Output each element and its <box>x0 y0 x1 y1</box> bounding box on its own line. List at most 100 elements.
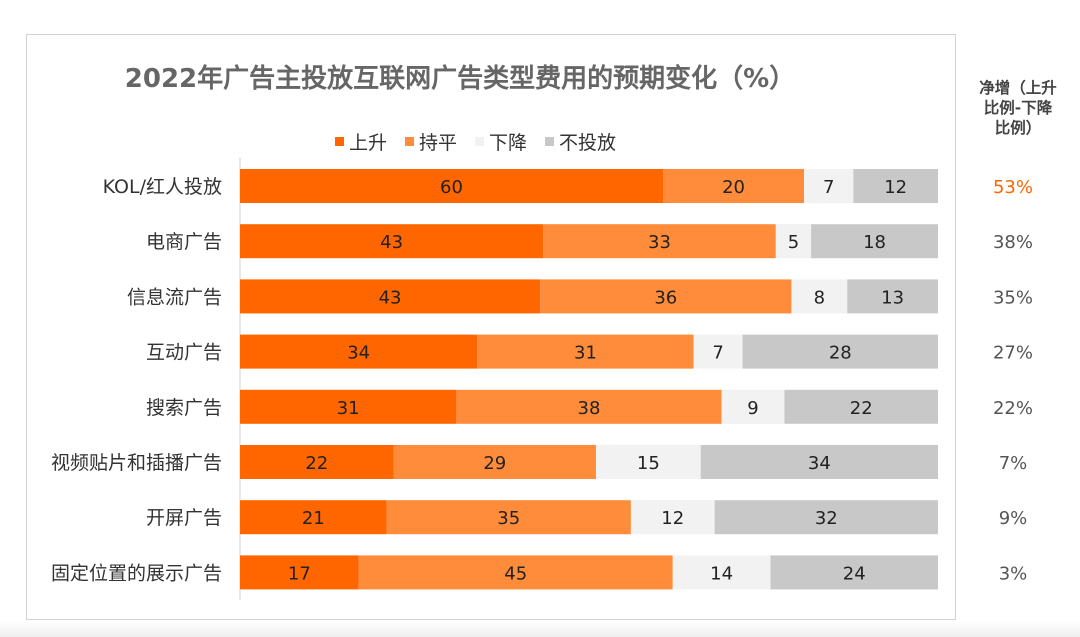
data-label-none: 32 <box>815 508 838 529</box>
net-header-line-2: 比例-下降 <box>983 99 1053 117</box>
category-label: 搜索广告 <box>146 397 222 419</box>
data-label-flat: 45 <box>504 563 527 584</box>
bar-segment-fall <box>672 555 771 590</box>
data-label-none: 22 <box>850 398 873 419</box>
net-increase-value: 7% <box>999 453 1028 474</box>
bar-segment-none <box>853 169 938 203</box>
bar-segment-none <box>847 279 938 314</box>
data-label-rise: 60 <box>440 177 463 198</box>
data-label-flat: 20 <box>722 177 745 198</box>
data-label-fall: 7 <box>712 343 723 364</box>
data-label-none: 12 <box>884 177 907 198</box>
data-label-fall: 8 <box>814 287 825 308</box>
bar-segment-rise <box>240 500 387 535</box>
net-increase-value: 27% <box>993 343 1033 364</box>
data-label-none: 34 <box>808 453 831 474</box>
net-header-line-3: 比例） <box>994 119 1042 137</box>
bar-segment-flat <box>540 279 792 314</box>
data-label-rise: 43 <box>379 287 402 308</box>
bar-segment-none <box>700 445 938 479</box>
bar-segment-none <box>784 389 938 424</box>
net-increase-header: 净增（上升 比例-下降 比例） <box>964 78 1072 138</box>
legend-label-none: 不投放 <box>559 131 617 154</box>
bar-segment-rise <box>240 389 457 424</box>
data-label-rise: 22 <box>305 453 328 474</box>
bar-segment-rise <box>240 169 664 203</box>
bar-segment-none <box>811 224 938 259</box>
data-label-fall: 14 <box>710 563 733 584</box>
bar-segment-fall <box>630 500 715 535</box>
data-label-rise: 17 <box>288 563 311 584</box>
data-label-none: 13 <box>881 287 904 308</box>
category-label: 电商广告 <box>146 231 222 253</box>
data-label-rise: 21 <box>302 508 325 529</box>
bar-segment-none <box>770 555 938 590</box>
category-label: 视频贴片和插播广告 <box>51 452 222 474</box>
data-label-rise: 43 <box>380 232 403 253</box>
data-label-fall: 15 <box>637 453 660 474</box>
legend: 上升 持平 下降 不投放 <box>335 128 634 154</box>
data-label-flat: 31 <box>574 343 597 364</box>
category-label: 开屏广告 <box>146 507 222 529</box>
bar-segment-rise <box>240 279 541 314</box>
legend-item-fall: 下降 <box>475 128 527 155</box>
data-label-flat: 38 <box>578 398 601 419</box>
net-header-line-1: 净增（上升 <box>979 79 1057 97</box>
bar-segment-rise <box>240 224 544 259</box>
data-label-flat: 35 <box>497 508 520 529</box>
bar-segment-fall <box>721 389 785 424</box>
legend-item-flat: 持平 <box>405 128 457 155</box>
data-label-rise: 34 <box>347 343 370 364</box>
bar-segment-flat <box>386 500 631 535</box>
data-label-flat: 36 <box>654 287 677 308</box>
legend-label-fall: 下降 <box>489 131 528 154</box>
data-label-none: 24 <box>843 563 866 584</box>
bar-segment-rise <box>240 334 478 369</box>
bar-segment-none <box>742 334 938 369</box>
bar-segment-rise <box>240 445 394 479</box>
bar-segment-fall <box>791 279 848 314</box>
net-increase-value: 53% <box>993 177 1033 198</box>
data-label-flat: 29 <box>483 453 506 474</box>
bottom-shadow <box>0 621 1080 637</box>
data-label-fall: 12 <box>661 508 684 529</box>
legend-swatch-none <box>545 136 555 146</box>
bar-segment-flat <box>358 555 673 590</box>
legend-swatch-rise <box>335 136 344 146</box>
net-increase-value: 38% <box>993 232 1033 253</box>
net-increase-value: 3% <box>999 563 1028 584</box>
bar-segment-flat <box>456 389 722 424</box>
bar-segment-none <box>714 500 938 535</box>
chart-title: 2022年广告主投放互联网广告类型费用的预期变化（%） <box>124 64 796 94</box>
bar-segment-flat <box>543 224 776 259</box>
net-increase-value: 9% <box>999 508 1028 529</box>
data-label-flat: 33 <box>648 232 671 253</box>
net-increase-value: 35% <box>993 287 1033 308</box>
legend-label-rise: 上升 <box>349 131 388 154</box>
category-label: 固定位置的展示广告 <box>51 562 222 584</box>
bar-segment-flat <box>663 169 805 203</box>
legend-item-none: 不投放 <box>545 128 616 155</box>
bar-segment-fall <box>775 224 812 259</box>
legend-label-flat: 持平 <box>419 131 458 154</box>
legend-swatch-flat <box>405 136 415 146</box>
bar-segment-flat <box>393 445 596 479</box>
legend-swatch-fall <box>475 136 485 146</box>
category-label: 互动广告 <box>146 342 222 364</box>
bar-segment-fall <box>595 445 701 479</box>
category-label: KOL/红人投放 <box>103 176 222 198</box>
bar-segment-fall <box>804 169 854 203</box>
data-label-none: 28 <box>829 343 852 364</box>
data-label-none: 18 <box>863 232 886 253</box>
bar-segment-rise <box>240 555 359 590</box>
legend-item-rise: 上升 <box>335 128 387 155</box>
data-label-fall: 5 <box>788 232 799 253</box>
data-label-rise: 31 <box>337 398 360 419</box>
data-label-fall: 9 <box>747 398 758 419</box>
data-label-fall: 7 <box>823 177 834 198</box>
bar-segment-fall <box>693 334 743 369</box>
net-increase-value: 22% <box>993 398 1033 419</box>
category-label: 信息流广告 <box>127 286 222 308</box>
bar-segment-flat <box>477 334 694 369</box>
